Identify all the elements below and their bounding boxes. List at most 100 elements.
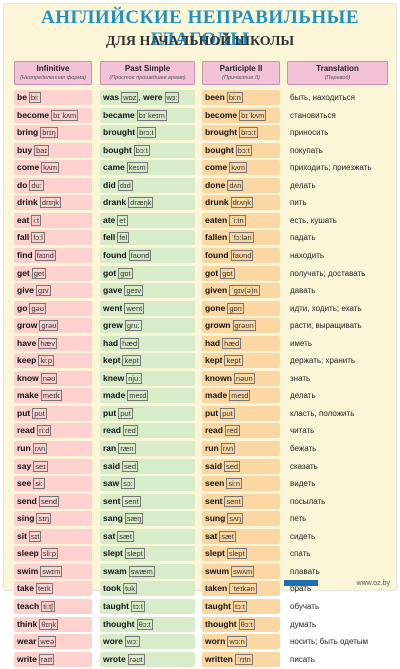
verb-form: keep — [17, 355, 37, 366]
participle-cell: written ˈrɪtn — [202, 651, 280, 667]
transcription-text: tʊk — [122, 583, 138, 595]
transcription-text: bɔ:t — [235, 144, 252, 156]
transcription-text: ˈteɪkən — [229, 583, 257, 595]
infinitive-cell: sit sɪt — [14, 528, 92, 544]
verb-form: find — [17, 249, 33, 260]
verb-form: run — [17, 443, 31, 453]
transcription-text: gɒt — [118, 267, 133, 279]
table-row: teach ti:tʃ taught tɔ:t taught tɔ:t обучать — [4, 598, 396, 616]
infinitive-cell: know nəʊ — [14, 370, 92, 386]
translation-text: носить; быть одетым — [290, 637, 369, 647]
verb-form: read — [205, 425, 223, 436]
verb-form: become — [17, 109, 50, 120]
translation-text: знать — [290, 373, 311, 383]
translation-cell: находить — [287, 248, 388, 263]
transcription: nəʊn — [233, 372, 255, 384]
infinitive-cell: go gəʊ — [14, 300, 92, 316]
transcription: tʊk — [122, 583, 138, 595]
transcription-text: pʊt — [118, 407, 133, 419]
participle-cell: come kʌm — [202, 160, 280, 176]
translation-cell: посылать — [287, 494, 388, 509]
verb-form: gave — [103, 285, 123, 296]
verb-form: slept — [205, 548, 225, 559]
transcription: rʌn — [220, 443, 236, 454]
transcription: baɪ — [34, 144, 50, 156]
translation-cell: сидеть — [287, 529, 388, 544]
verb-form: come — [17, 162, 40, 173]
translation-text: иметь — [290, 338, 312, 348]
transcription: hæd — [222, 337, 242, 349]
transcription-text: ti:tʃ — [41, 600, 55, 612]
transcription: brɔ:t — [239, 127, 258, 139]
transcription-text: seɪ — [33, 460, 48, 472]
transcription-text: ki:p — [38, 355, 55, 367]
infinitive-cell: be bi: — [14, 90, 92, 105]
past-simple-cell: fell fel — [100, 230, 195, 246]
infinitive-cell: run rʌn — [14, 441, 92, 456]
verb-form: got — [205, 267, 219, 278]
translation-cell: покупать — [287, 143, 388, 158]
transcription-text: geɪv — [124, 285, 144, 297]
participle-cell: thought θɔ:t — [202, 616, 280, 632]
infinitive-cell: say seɪ — [14, 458, 92, 474]
translation-cell: спать — [287, 546, 388, 561]
verb-form: been — [205, 92, 225, 102]
infinitive-cell: become bɪˈkʌm — [14, 107, 92, 123]
transcription: grəʊn — [232, 320, 256, 332]
translation-cell: брать — [287, 581, 388, 596]
participle-cell: fallen ˈfɔ:lən — [202, 230, 280, 246]
verb-form: came — [103, 162, 125, 173]
table-row: buy baɪ bought bɔ:t bought bɔ:t покупать — [4, 142, 396, 160]
past-simple-cell: knew nju: — [100, 370, 195, 386]
translation-cell: давать — [287, 283, 388, 298]
transcription-text: ˈi:tn — [229, 214, 246, 226]
transcription-text: weə — [38, 636, 57, 648]
header-infinitive: Infinitive (Неопределенная форма) — [14, 61, 92, 85]
participle-cell: said sed — [202, 458, 280, 474]
table-row: make meɪk made meɪd made meɪd делать — [4, 388, 396, 405]
table-row: swim swɪm swam swæm swum swʌm плавать — [4, 563, 396, 581]
transcription-text: slept — [124, 548, 145, 560]
participle-cell: run rʌn — [202, 441, 280, 456]
translation-cell: петь — [287, 511, 388, 526]
past-simple-cell: got gɒt — [100, 265, 195, 281]
verb-form: done — [205, 179, 226, 190]
translation-text: класть, положить — [290, 408, 355, 418]
transcription: get — [31, 267, 47, 279]
translation-cell: бежать — [287, 441, 388, 456]
verb-form: swam — [103, 565, 127, 576]
transcription: swɪm — [40, 565, 63, 577]
participle-cell: read red — [202, 423, 280, 439]
table-row: keep ki:p kept kept kept kept держать; хранить — [4, 353, 396, 370]
transcription-text: hæd — [120, 337, 140, 349]
infinitive-cell: eat i:t — [14, 212, 92, 228]
past-simple-cell: put pʊt — [100, 405, 195, 421]
past-simple-cell: taught tɔ:t — [100, 598, 195, 614]
participle-cell: gone gɒn — [202, 300, 280, 316]
verb-form: ran — [103, 443, 117, 453]
transcription-text: slept — [226, 548, 247, 560]
table-row: run rʌn ran ræn run rʌn бежать — [4, 441, 396, 458]
participle-cell: bought bɔ:t — [202, 142, 280, 158]
transcription: hæv — [38, 337, 57, 349]
table-row: take teɪk took tʊk taken ˈteɪkən брать — [4, 581, 396, 598]
transcription: red — [224, 425, 240, 437]
transcription-text: brɔ:t — [137, 127, 156, 139]
transcription: gɒn — [227, 302, 244, 314]
infinitive-cell: drink drɪŋk — [14, 195, 92, 211]
transcription-text: sʌŋ — [227, 513, 243, 525]
verb-form: said — [205, 460, 223, 471]
verb-form: send — [17, 495, 37, 506]
verb-form: brought — [205, 127, 238, 138]
transcription: bɪˈkʌm — [239, 109, 267, 121]
transcription: kept — [122, 355, 141, 367]
transcription-text: swæm — [128, 565, 155, 577]
verb-form: take — [17, 583, 35, 594]
transcription: faʊnd — [230, 249, 254, 261]
transcription-text: went — [124, 302, 145, 314]
verb-form: did — [103, 179, 116, 190]
transcription: sent — [122, 495, 141, 507]
transcription: bɔ:t — [133, 144, 150, 156]
header-label: Participle II — [219, 64, 263, 73]
table-row: drink drɪŋk drank dræŋk drunk drʌŋk пить — [4, 195, 396, 212]
